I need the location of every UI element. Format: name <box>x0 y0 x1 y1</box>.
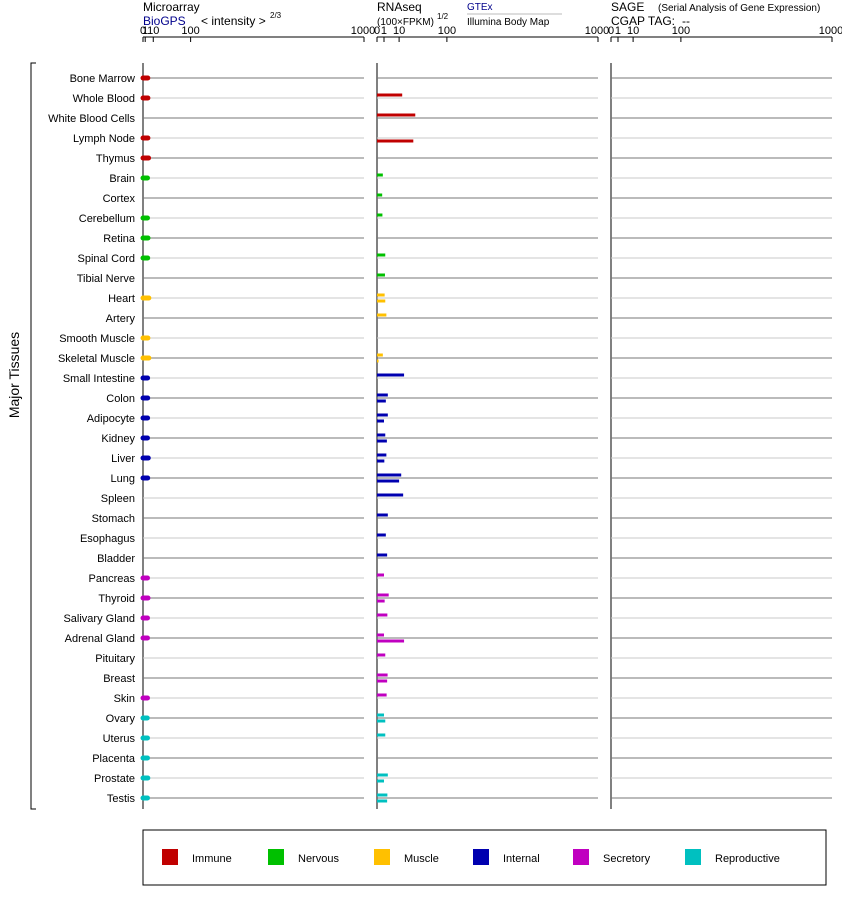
sage-panel: 0 1 10 100 1000 <box>608 25 842 809</box>
tissue-label-uterus: Uterus <box>103 733 136 745</box>
tissue-label-artery: Artery <box>106 313 136 325</box>
tissue-label-spleen: Spleen <box>101 493 135 505</box>
tissue-label-esophagus: Esophagus <box>80 533 136 545</box>
legend-label-immune: Immune <box>192 853 232 865</box>
tissue-label-spinal-cord: Spinal Cord <box>78 253 135 265</box>
tissue-label-whole-blood: Whole Blood <box>73 93 135 105</box>
rnaseq-tick-label: 1000 <box>585 25 609 37</box>
rnaseq-units: (100×FPKM) <box>377 17 434 28</box>
cgap-tag-value: -- <box>682 14 690 28</box>
legend-label-secretory: Secretory <box>603 853 651 865</box>
tissue-label-skin: Skin <box>114 693 135 705</box>
tissue-label-pituitary: Pituitary <box>95 653 135 665</box>
microarray-tick-label: 0 <box>140 25 146 37</box>
tissue-label-lung: Lung <box>111 473 135 485</box>
legend-swatch-secretory <box>573 849 589 865</box>
rnaseq-tick-label: 100 <box>438 25 456 37</box>
rnaseq-tick-label: 1 <box>381 25 387 37</box>
tissue-label-heart: Heart <box>108 293 135 305</box>
tissue-label-liver: Liver <box>111 453 135 465</box>
tissue-label-white-blood-cells: White Blood Cells <box>48 113 135 125</box>
biogps-link[interactable]: BioGPS <box>143 14 186 28</box>
tissue-label-smooth-muscle: Smooth Muscle <box>59 333 135 345</box>
microarray-title: Microarray <box>143 0 200 14</box>
rnaseq-header: RNAseq (100×FPKM) 1/2 GTEx Illumina Body… <box>377 0 562 28</box>
tissue-label-breast: Breast <box>103 673 135 685</box>
rnaseq-panel: 0 1 10 100 1000 <box>374 25 609 809</box>
legend-label-muscle: Muscle <box>404 853 439 865</box>
microarray-tick-label: 100 <box>181 25 199 37</box>
legend-swatch-internal <box>473 849 489 865</box>
legend-swatch-immune <box>162 849 178 865</box>
rnaseq-units-exponent: 1/2 <box>437 12 449 21</box>
illumina-body-map-label: Illumina Body Map <box>467 17 550 28</box>
sage-tick-label: 100 <box>672 25 690 37</box>
tissue-label-cerebellum: Cerebellum <box>79 213 135 225</box>
tissue-label-prostate: Prostate <box>94 773 135 785</box>
gtex-link[interactable]: GTEx <box>467 2 493 13</box>
major-tissues-group: Major Tissues <box>6 62 36 810</box>
microarray-header: Microarray BioGPS < intensity > 2/3 <box>143 0 282 28</box>
tissue-label-bone-marrow: Bone Marrow <box>70 73 135 85</box>
legend-swatch-muscle <box>374 849 390 865</box>
rnaseq-tick-label: 10 <box>393 25 405 37</box>
rnaseq-tick-label: 0 <box>374 25 380 37</box>
sage-title: SAGE <box>611 0 644 14</box>
major-tissues-label: Major Tissues <box>6 332 22 418</box>
tissue-label-lymph-node: Lymph Node <box>73 133 135 145</box>
tissue-label-pancreas: Pancreas <box>89 573 136 585</box>
sage-header: SAGE (Serial Analysis of Gene Expression… <box>611 0 820 28</box>
tissue-label-colon: Colon <box>106 393 135 405</box>
tissue-label-testis: Testis <box>107 793 136 805</box>
tissue-label-cortex: Cortex <box>103 193 136 205</box>
tissue-label-adipocyte: Adipocyte <box>87 413 135 425</box>
legend-swatch-reproductive <box>685 849 701 865</box>
tissue-label-adrenal-gland: Adrenal Gland <box>65 633 135 645</box>
tissue-label-thymus: Thymus <box>96 153 136 165</box>
sage-tick-label: 0 <box>608 25 614 37</box>
tissue-bracket <box>30 62 36 810</box>
microarray-tick-label: 10 <box>147 25 159 37</box>
legend-label-reproductive: Reproductive <box>715 853 780 865</box>
microarray-scale-label: < intensity > <box>201 14 266 28</box>
tissue-label-ovary: Ovary <box>106 713 136 725</box>
legend-label-nervous: Nervous <box>298 853 339 865</box>
tissue-labels: Bone Marrow Whole Blood White Blood Cells L… <box>48 73 136 805</box>
sage-tick-label: 10 <box>627 25 639 37</box>
tissue-label-placenta: Placenta <box>92 753 136 765</box>
tissue-label-tibial-nerve: Tibial Nerve <box>77 273 135 285</box>
tissue-label-stomach: Stomach <box>92 513 135 525</box>
sage-tick-label: 1 <box>615 25 621 37</box>
tissue-label-skeletal-muscle: Skeletal Muscle <box>58 353 135 365</box>
microarray-tick-label: 1 <box>142 25 148 37</box>
tissue-label-kidney: Kidney <box>101 433 135 445</box>
tissue-label-salivary-gland: Salivary Gland <box>63 613 135 625</box>
tissue-label-retina: Retina <box>103 233 136 245</box>
tissue-label-bladder: Bladder <box>97 553 135 565</box>
tissue-label-brain: Brain <box>109 173 135 185</box>
tissue-label-thyroid: Thyroid <box>98 593 135 605</box>
tissue-label-small-intestine: Small Intestine <box>63 373 135 385</box>
sage-subtitle: (Serial Analysis of Gene Expression) <box>658 3 820 14</box>
microarray-tick-label: 1000 <box>351 25 375 37</box>
microarray-scale-exponent: 2/3 <box>270 11 282 20</box>
cgap-tag-label: CGAP TAG: <box>611 14 675 28</box>
legend: Immune Nervous Muscle Internal Secretory Repr… <box>142 829 827 886</box>
rnaseq-title: RNAseq <box>377 0 422 14</box>
legend-label-internal: Internal <box>503 853 540 865</box>
legend-swatch-nervous <box>268 849 284 865</box>
sage-tick-label: 1000 <box>819 25 842 37</box>
